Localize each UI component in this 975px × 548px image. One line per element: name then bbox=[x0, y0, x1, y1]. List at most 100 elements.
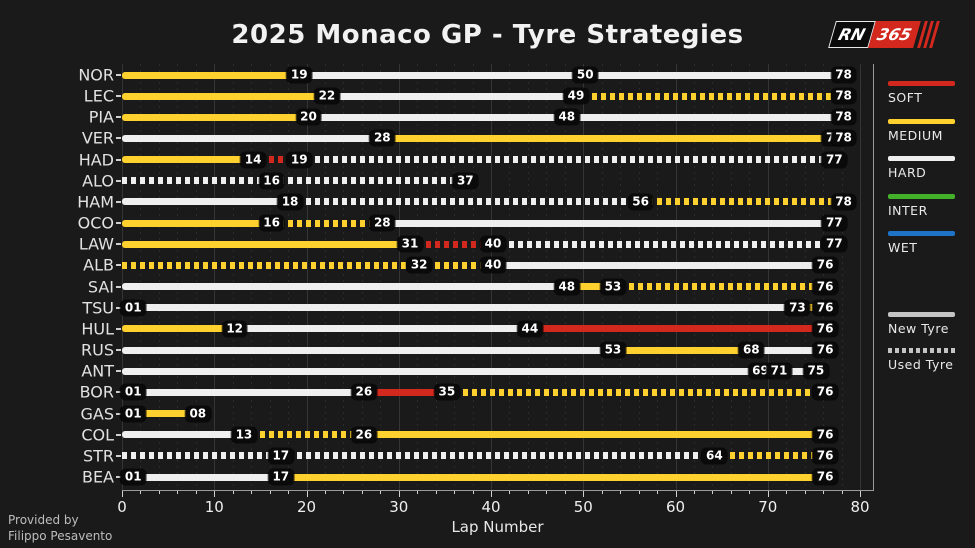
gridline-major bbox=[214, 64, 216, 490]
stint-lap-label-law-1: 31 bbox=[397, 236, 423, 252]
stint-bar-ant-1 bbox=[122, 367, 759, 375]
y-tick bbox=[116, 370, 121, 373]
stint-bar-alb-3 bbox=[491, 261, 824, 269]
x-tick-major bbox=[767, 491, 769, 497]
x-tick-minor bbox=[546, 491, 548, 494]
stint-bar-sai-1 bbox=[122, 283, 565, 291]
stint-lap-label-str-3: 76 bbox=[812, 448, 838, 464]
plot-right-spine bbox=[873, 64, 874, 490]
gridline-minor bbox=[269, 64, 271, 490]
stint-lap-label-col-2: 26 bbox=[351, 427, 377, 443]
x-tick-label: 60 bbox=[665, 498, 686, 516]
legend-swatch-inter bbox=[888, 193, 955, 199]
stint-bar-rus-2 bbox=[610, 346, 750, 354]
gridline-minor bbox=[288, 64, 290, 490]
stint-bar-lec-1 bbox=[122, 92, 325, 100]
stint-lap-label-had-2: 19 bbox=[286, 152, 312, 168]
stint-bar-ver-1 bbox=[122, 134, 381, 142]
stint-bar-pia-3 bbox=[564, 113, 842, 121]
stint-lap-label-bor-2: 26 bbox=[351, 384, 377, 400]
stint-bar-hul-1 bbox=[122, 325, 233, 333]
legend-label-medium: MEDIUM bbox=[888, 127, 943, 143]
y-tick bbox=[116, 179, 121, 182]
stint-lap-label-sai-3: 76 bbox=[812, 279, 838, 295]
x-tick-major bbox=[306, 491, 308, 497]
stint-lap-label-hul-1: 12 bbox=[222, 321, 248, 337]
stint-lap-label-hul-2: 44 bbox=[517, 321, 543, 337]
gridline-minor bbox=[657, 64, 659, 490]
x-tick-minor bbox=[638, 491, 640, 494]
gridline-major bbox=[675, 64, 677, 490]
gridline-minor bbox=[177, 64, 179, 490]
x-tick-label: 80 bbox=[850, 498, 870, 516]
legend-label-new-tyre: New Tyre bbox=[888, 321, 949, 336]
stint-lap-label-had-1: 14 bbox=[240, 152, 266, 168]
y-tick bbox=[116, 137, 121, 140]
x-tick-label: 0 bbox=[117, 498, 127, 516]
stint-lap-label-nor-1: 19 bbox=[286, 67, 312, 83]
gridline-minor bbox=[140, 64, 142, 490]
x-tick-minor bbox=[269, 491, 271, 494]
stint-lap-label-tsu-3: 76 bbox=[812, 300, 838, 316]
stint-lap-label-ham-1: 18 bbox=[277, 194, 303, 210]
gridline-minor bbox=[712, 64, 714, 490]
stint-lap-label-hul-3: 76 bbox=[812, 321, 838, 337]
stint-bar-ham-1 bbox=[122, 198, 289, 206]
stint-bar-alb-1 bbox=[122, 261, 418, 269]
stint-bar-law-1 bbox=[122, 240, 408, 248]
stint-lap-label-alo-2: 37 bbox=[452, 173, 478, 189]
y-tick bbox=[116, 476, 121, 479]
stint-lap-label-ver-3: 78 bbox=[831, 130, 856, 146]
gridline-minor bbox=[232, 64, 234, 490]
gridline-minor bbox=[195, 64, 197, 490]
legend-swatch-new-tyre bbox=[888, 312, 955, 317]
y-tick bbox=[116, 412, 121, 415]
gridline-minor bbox=[546, 64, 548, 490]
legend-swatch-wet bbox=[888, 231, 955, 237]
gridline-minor bbox=[324, 64, 326, 490]
x-tick-label: 50 bbox=[573, 498, 593, 516]
stint-lap-label-ant-2: 71 bbox=[766, 363, 792, 379]
y-tick bbox=[116, 200, 121, 203]
y-tick bbox=[116, 285, 121, 288]
stint-bar-bea-2 bbox=[131, 473, 279, 481]
x-tick-minor bbox=[380, 491, 382, 494]
driver-label-str: STR bbox=[82, 446, 114, 466]
stint-bar-ant-3 bbox=[776, 367, 814, 375]
driver-label-ver: VER bbox=[81, 128, 114, 148]
gridline-major bbox=[767, 64, 769, 490]
legend-swatch-used-tyre bbox=[888, 348, 955, 353]
stint-lap-label-gas-2: 08 bbox=[185, 406, 211, 422]
stint-lap-label-oco-2: 28 bbox=[369, 215, 395, 231]
gridline-minor bbox=[620, 64, 622, 490]
stint-lap-label-oco-1: 16 bbox=[259, 215, 284, 231]
x-tick-minor bbox=[620, 491, 622, 494]
x-axis-label: Lap Number bbox=[451, 518, 544, 536]
stint-lap-label-nor-2: 50 bbox=[572, 67, 598, 83]
stint-lap-label-lec-3: 78 bbox=[831, 88, 856, 104]
stint-bar-oco-1 bbox=[122, 219, 270, 227]
driver-label-law: LAW bbox=[78, 234, 114, 254]
y-tick bbox=[116, 95, 121, 98]
stint-lap-label-lec-1: 22 bbox=[314, 88, 340, 104]
legend-label-inter: INTER bbox=[888, 202, 928, 218]
stint-lap-label-alb-3: 76 bbox=[812, 257, 838, 273]
gridline-minor bbox=[380, 64, 382, 490]
x-tick-minor bbox=[140, 491, 142, 494]
stint-lap-label-had-3: 77 bbox=[821, 152, 847, 168]
stint-bar-pia-2 bbox=[306, 113, 565, 121]
stint-lap-label-ham-3: 78 bbox=[831, 194, 856, 210]
driver-label-rus: RUS bbox=[81, 340, 114, 360]
stint-bar-bor-4 bbox=[444, 388, 824, 396]
stint-lap-label-alb-1: 32 bbox=[406, 257, 432, 273]
stint-bar-pia-1 bbox=[122, 113, 307, 121]
y-tick bbox=[116, 243, 121, 246]
x-tick-minor bbox=[749, 491, 751, 494]
x-tick-label: 30 bbox=[389, 498, 409, 516]
gridline-minor bbox=[417, 64, 419, 490]
legend-label-hard: HARD bbox=[888, 165, 927, 181]
y-tick bbox=[116, 391, 121, 394]
x-tick-minor bbox=[177, 491, 179, 494]
driver-label-sai: SAI bbox=[87, 277, 114, 297]
x-tick-major bbox=[122, 491, 123, 497]
